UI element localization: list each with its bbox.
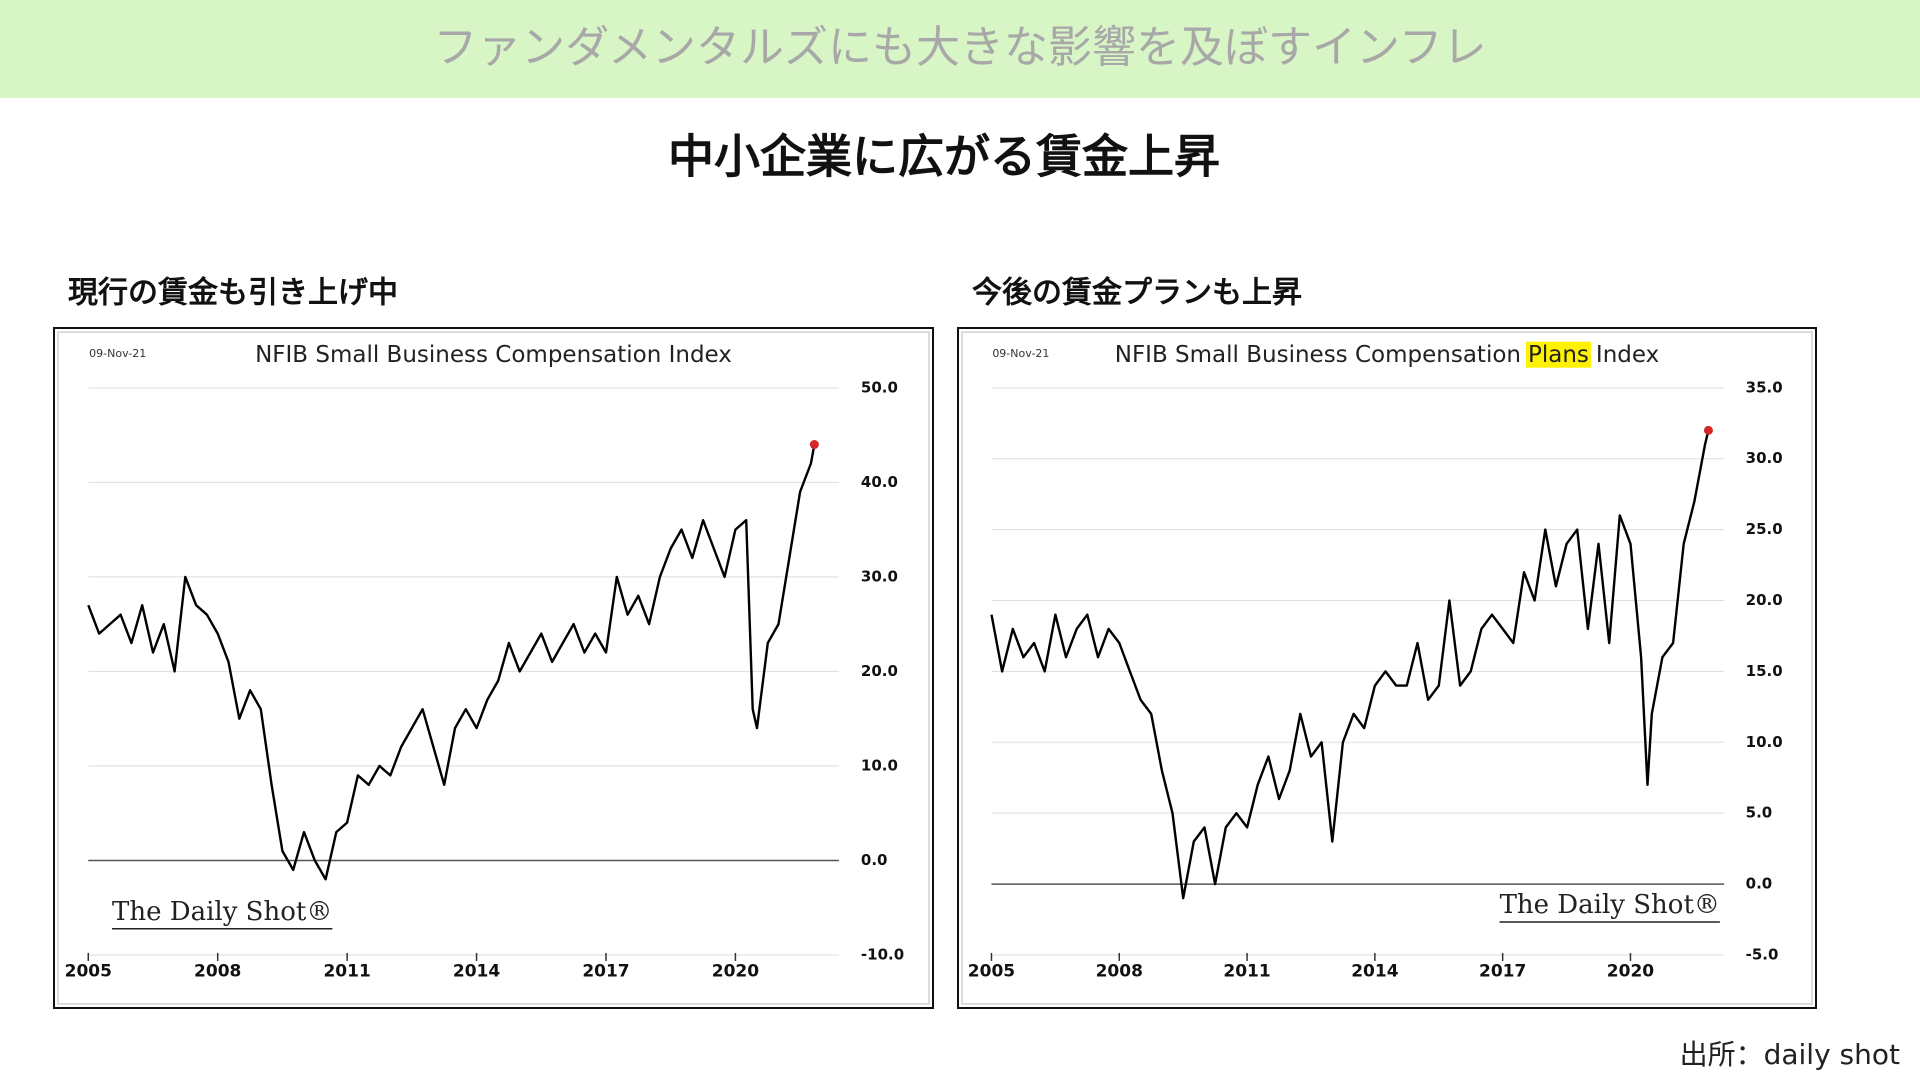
date-label: 09-Nov-21	[992, 347, 1049, 360]
x-tick-label: 2017	[582, 961, 629, 981]
x-tick-label: 2017	[1479, 961, 1526, 981]
y-tick-label: 40.0	[861, 473, 898, 491]
x-tick-label: 2014	[453, 961, 500, 981]
y-tick-label: 15.0	[1746, 662, 1783, 680]
chart-title-part: Index	[1596, 342, 1659, 368]
panel-title: 現行の賃金も引き上げ中	[68, 276, 398, 311]
watermark: The Daily Shot®	[112, 897, 332, 927]
x-tick-label: 2020	[1607, 961, 1654, 981]
x-tick-label: 2005	[65, 961, 112, 981]
header: ファンダメンタルズにも大きな影響を及ぼすインフレ	[433, 22, 1486, 73]
y-tick-label: 20.0	[861, 662, 898, 680]
chart-title-part: NFIB Small Business Compensation Index	[255, 342, 732, 368]
y-tick-label: 0.0	[1746, 875, 1773, 893]
watermark: The Daily Shot®	[1500, 890, 1720, 920]
x-tick-label: 2014	[1351, 961, 1398, 981]
x-tick-label: 2011	[323, 961, 370, 981]
y-tick-label: 35.0	[1746, 378, 1783, 396]
source: 出所：daily shot	[1680, 1038, 1900, 1071]
x-tick-label: 2005	[968, 961, 1015, 981]
y-tick-label: 20.0	[1746, 591, 1783, 609]
last-point	[809, 440, 819, 450]
chart-title: NFIB Small Business Compensation Index	[255, 342, 732, 368]
y-tick-label: 25.0	[1746, 520, 1783, 538]
x-tick-label: 2020	[712, 961, 759, 981]
chart-title-part: NFIB Small Business Compensation	[1115, 342, 1521, 368]
title-highlight	[1525, 341, 1591, 368]
y-tick-label: 50.0	[861, 378, 898, 396]
chart-inner-frame	[961, 331, 1813, 1005]
chart-inner-frame	[57, 331, 930, 1005]
y-tick-label: -10.0	[861, 945, 904, 963]
y-tick-label: 10.0	[1746, 733, 1783, 751]
chart-frame	[957, 327, 1817, 1009]
data-line	[87, 444, 816, 881]
chart-title-part: Plans	[1528, 342, 1589, 368]
panel-title: 今後の賃金プランも上昇	[972, 276, 1302, 311]
y-tick-label: 30.0	[1746, 449, 1783, 467]
chart-title: NFIB Small Business Compensation Plans Ind…	[1115, 342, 1659, 368]
x-tick-label: 2008	[1096, 961, 1143, 981]
last-point	[1703, 425, 1713, 435]
chart-frame	[53, 327, 934, 1009]
y-tick-label: -5.0	[1746, 945, 1779, 963]
y-tick-label: 0.0	[861, 851, 888, 869]
date-label: 09-Nov-21	[89, 347, 146, 360]
x-tick-label: 2008	[194, 961, 241, 981]
header-band	[0, 0, 1920, 98]
slide-title: 中小企業に広がる賃金上昇	[668, 130, 1220, 184]
y-tick-label: 30.0	[861, 567, 898, 585]
x-tick-label: 2011	[1223, 961, 1270, 981]
y-tick-label: 10.0	[861, 756, 898, 774]
data-line	[990, 430, 1710, 900]
y-tick-label: 5.0	[1746, 804, 1773, 822]
